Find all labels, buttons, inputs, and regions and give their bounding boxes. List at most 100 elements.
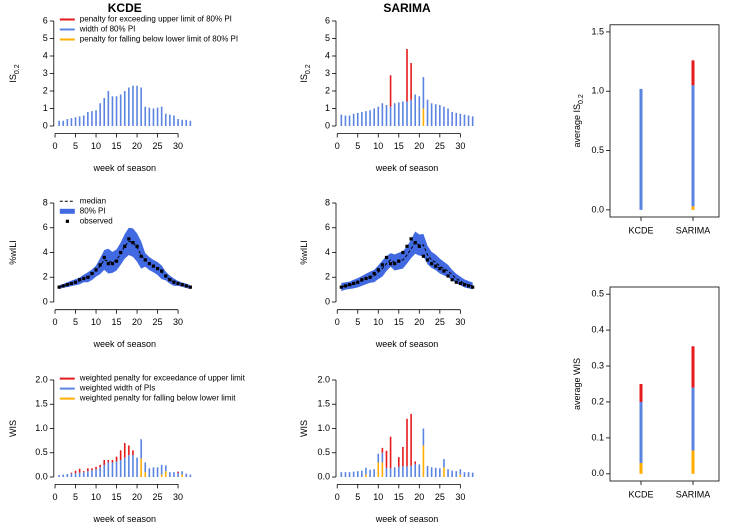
bar-segment (389, 75, 392, 107)
bar-segment (181, 471, 183, 475)
x-axis-label: week of season (375, 514, 439, 524)
x-axis-label: week of season (375, 163, 439, 173)
x-tick-label: 10 (91, 317, 101, 327)
x-tick-label: 0 (335, 317, 340, 327)
bar-segment (422, 108, 425, 126)
y-tick-label: 6 (325, 15, 330, 25)
x-tick-label: 5 (355, 317, 360, 327)
y-axis-label: IS0.2 (8, 64, 20, 82)
bar-segment (426, 99, 429, 126)
y-tick-label: 0.5 (591, 289, 604, 299)
x-tick-label: 0 (53, 317, 58, 327)
bar-segment (459, 474, 462, 478)
bar-segment (451, 470, 453, 478)
observed-point (446, 274, 450, 278)
observed-point (471, 285, 475, 289)
y-axis-label-main: average IS (572, 104, 582, 148)
observed-point (417, 244, 421, 248)
observed-point (160, 269, 164, 273)
bar-segment (177, 473, 179, 478)
bar-segment (95, 469, 97, 478)
x-tick-label: 20 (414, 492, 424, 502)
bar-segment (410, 413, 412, 466)
observed-point (168, 278, 172, 282)
bar-segment (115, 461, 118, 478)
y-axis-label-main: %wILI (8, 240, 18, 265)
panel: SARIMA week of season IS0.2 0 1 2 3 4 5 6 0 5 10 15 20… (299, 1, 474, 173)
observed-point (86, 275, 90, 279)
bar-segment (389, 106, 392, 126)
bar-segment (418, 96, 421, 126)
bar-segment (691, 85, 695, 207)
x-tick-label: 15 (112, 317, 122, 327)
bar-segment (443, 459, 445, 468)
x-tick-label: 10 (373, 141, 383, 151)
prediction-band (341, 231, 473, 292)
y-tick-label: 2 (325, 272, 330, 282)
bar-segment (99, 467, 101, 478)
observed-point (454, 280, 458, 284)
bar-segment (107, 460, 110, 463)
bar-segment (140, 439, 142, 459)
bar-segment (123, 443, 126, 458)
bar-segment (111, 460, 114, 463)
y-axis-label: WIS (299, 420, 309, 437)
observed-point (172, 280, 176, 284)
bar-segment (447, 108, 449, 126)
bar-segment (639, 463, 643, 474)
bar-segment (87, 112, 89, 126)
observed-point (413, 241, 417, 245)
bar-segment (169, 472, 171, 478)
x-axis-label: week of season (92, 514, 156, 524)
y-tick-label: 2 (325, 85, 330, 95)
x-tick-label: 15 (394, 141, 404, 151)
y-axis-label-main: IS (299, 74, 309, 83)
bar-segment (422, 428, 425, 446)
bar-segment (164, 465, 167, 472)
bar-segment (66, 119, 69, 126)
bar-segment (111, 462, 114, 478)
y-tick-label: 0.2 (591, 396, 604, 406)
bar-segment (119, 460, 122, 478)
legend-label: penalty for exceeding upper limit of 80%… (80, 15, 232, 24)
legend-label: 80% PI (80, 206, 106, 215)
bar-segment (373, 108, 375, 126)
bar-segment (348, 115, 351, 126)
bar-segment (132, 85, 134, 126)
y-axis-label-main: %wILI (299, 240, 309, 265)
bar-segment (426, 465, 429, 478)
bar-segment (164, 113, 167, 126)
y-tick-label: 0.0 (591, 468, 604, 478)
x-tick-label: 20 (132, 141, 142, 151)
x-tick-label: 5 (355, 492, 360, 502)
x-tick-label: 10 (91, 141, 101, 151)
observed-point (164, 274, 168, 278)
x-tick-label: 30 (455, 492, 465, 502)
bar-segment (128, 445, 130, 456)
y-tick-label: 6 (325, 222, 330, 232)
x-tick-label: KCDE (628, 225, 653, 235)
bar-segment (128, 87, 130, 126)
y-tick-label: 3 (325, 68, 330, 78)
y-tick-label: 1.5 (35, 399, 48, 409)
bar-segment (136, 457, 138, 478)
bar-segment (103, 464, 106, 478)
y-axis-label: %wILI (299, 240, 309, 265)
plot-box (609, 24, 720, 218)
y-axis-label-main: WIS (299, 420, 309, 437)
bar-segment (340, 114, 343, 126)
bar-segment (430, 103, 433, 126)
observed-point (352, 281, 356, 286)
observed-point (343, 284, 348, 288)
x-tick-label: 30 (173, 317, 183, 327)
observed-point (347, 283, 352, 287)
y-axis-label-sub: 0.2 (305, 64, 312, 74)
panel: week of season %wILI 0 2 4 6 8 0 5 10 15 20 25 30 medi… (8, 196, 192, 349)
y-tick-label: 1.0 (317, 423, 330, 433)
bar-segment (348, 472, 351, 478)
bar-segment (369, 110, 371, 126)
x-tick-label: 25 (153, 317, 163, 327)
observed-point (176, 281, 180, 286)
bar-segment (418, 464, 421, 478)
bar-segment (173, 115, 175, 126)
